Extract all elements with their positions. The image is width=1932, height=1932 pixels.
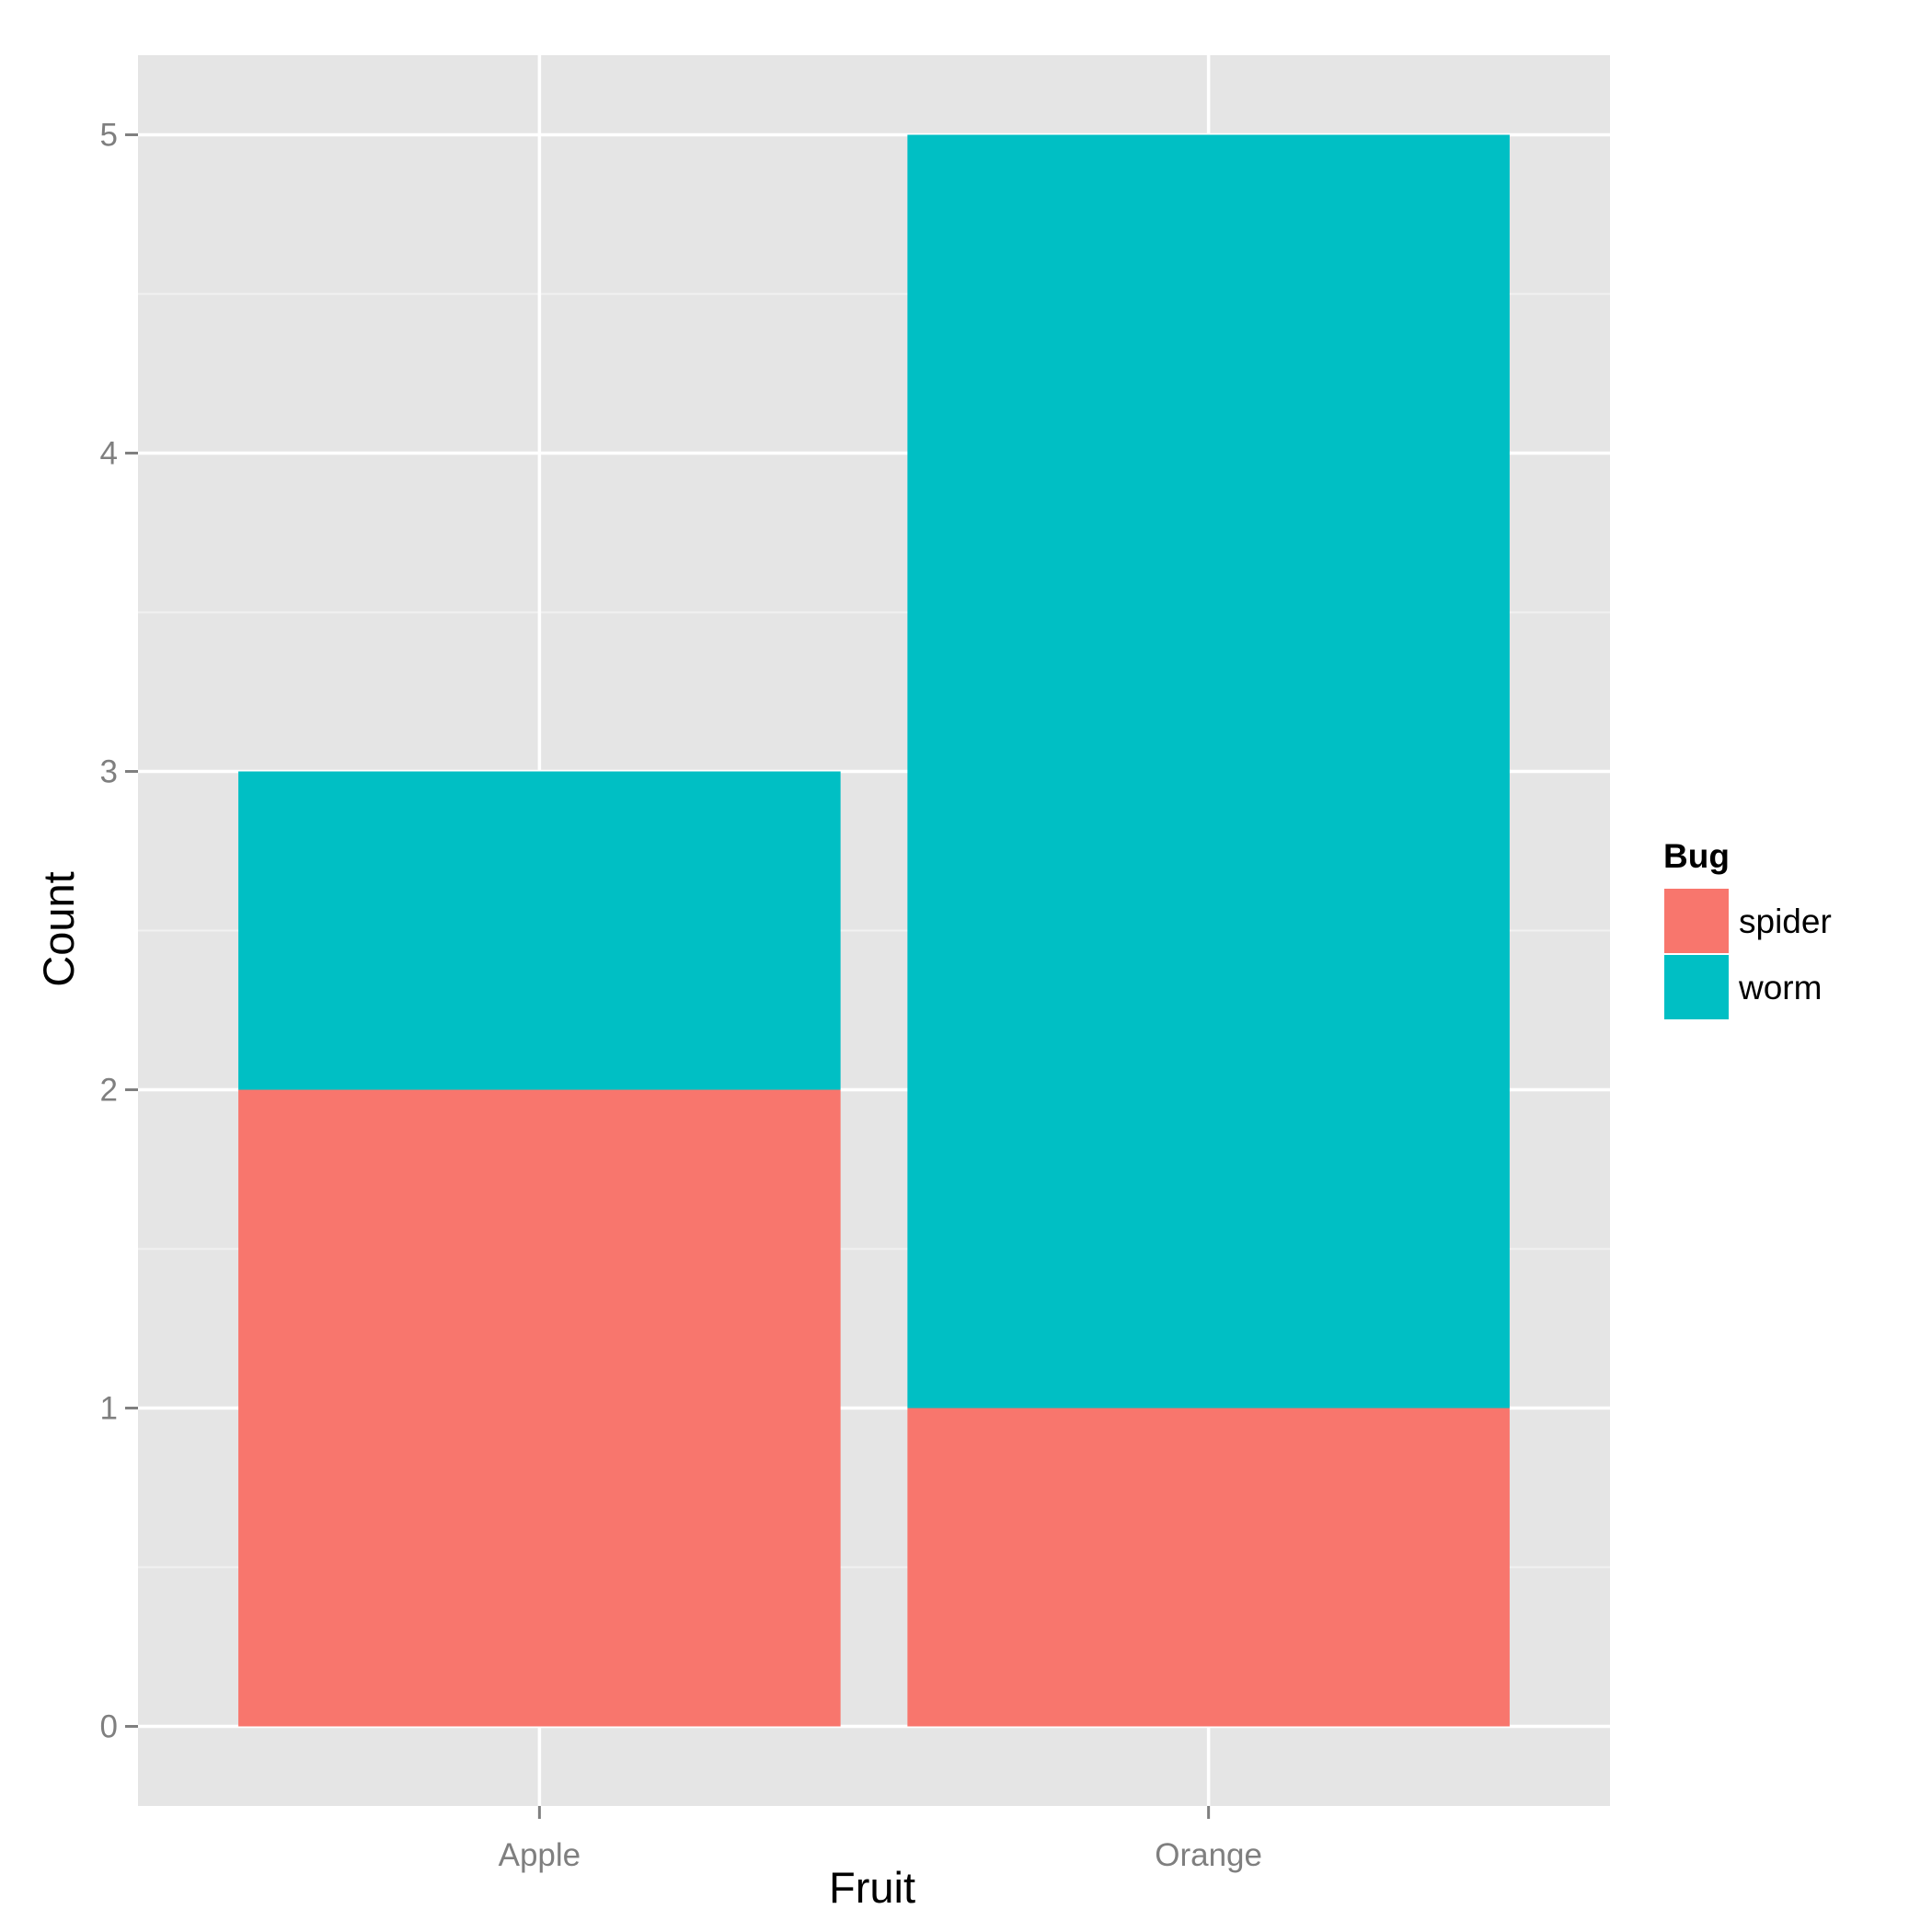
y-tick-label: 0 <box>100 1709 118 1745</box>
y-axis: 0 1 2 3 4 5 <box>100 118 138 1745</box>
x-tick-label: Apple <box>499 1837 581 1873</box>
legend-label-spider: spider <box>1739 903 1832 940</box>
y-tick-label: 5 <box>100 118 118 154</box>
bar-apple-worm <box>238 771 841 1090</box>
y-axis-title: Count <box>34 871 83 986</box>
x-tick-label: Orange <box>1155 1837 1262 1873</box>
y-tick-label: 4 <box>100 436 118 472</box>
legend-swatch-spider <box>1664 889 1729 953</box>
legend-title: Bug <box>1663 837 1730 875</box>
y-tick-label: 1 <box>100 1391 118 1427</box>
x-axis-title: Fruit <box>829 1863 915 1912</box>
y-tick-label: 3 <box>100 754 118 790</box>
bar-orange-spider <box>907 1408 1510 1727</box>
legend: Bug spider worm <box>1662 837 1832 1021</box>
legend-label-worm: worm <box>1738 969 1822 1006</box>
y-tick-label: 2 <box>100 1073 118 1109</box>
bars <box>238 134 1510 1727</box>
bar-apple-spider <box>238 1089 841 1727</box>
x-axis: Apple Orange <box>499 1806 1262 1873</box>
bar-orange-worm <box>907 134 1510 1409</box>
legend-swatch-worm <box>1664 955 1729 1019</box>
